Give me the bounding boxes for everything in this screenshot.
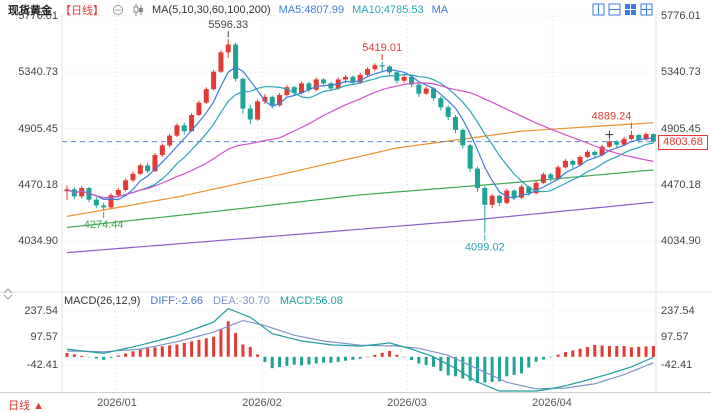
macd-dea-value: DEA:-30.70 (213, 295, 270, 307)
price-axis-label: 4905.45 (661, 123, 701, 135)
chart-header: 现货黄金 【日线】 MA(5,10,30,60,100,200) MA5:480… (8, 2, 448, 18)
price-axis-label: 4034.90 (18, 235, 58, 247)
layout-toolbar (592, 3, 653, 16)
price-axis-label: 5776.01 (18, 10, 58, 22)
svg-text:4099.02: 4099.02 (465, 242, 505, 254)
price-axis-label: 4470.18 (661, 179, 701, 191)
macd-axis-label: 97.57 (661, 331, 689, 343)
price-axis-label: 5340.73 (18, 66, 58, 78)
price-axis-label: 4905.45 (18, 123, 58, 135)
symbol-title: 现货黄金 (8, 5, 52, 17)
date-axis-label: 2026/01 (97, 397, 137, 409)
macd-header: MACD(26,12,9) DIFF:-2.66 DEA:-30.70 MACD… (64, 295, 343, 307)
ma-more-label: MA (431, 4, 449, 16)
period-label: 【日线】 (60, 5, 104, 17)
macd-params-label[interactable]: MACD(26,12,9) (64, 295, 141, 307)
macd-axis-label: -42.41 (26, 359, 58, 371)
price-axis-label: 5776.01 (661, 10, 701, 22)
macd-axis-label: 237.54 (661, 305, 695, 317)
last-price-tag: 4803.68 (658, 134, 708, 150)
macd-diff-value: DIFF:-2.66 (150, 295, 203, 307)
ma-settings-label[interactable]: MA(5,10,30,60,100,200) (152, 4, 271, 16)
layout-grid-icon[interactable] (640, 3, 653, 16)
layout-grid-active-icon[interactable] (624, 3, 637, 16)
date-axis-label: 2026/03 (387, 397, 427, 409)
price-axis-label: 4034.90 (661, 235, 701, 247)
price-axis-label: 5340.73 (661, 66, 701, 78)
macd-value: MACD:56.08 (279, 295, 343, 307)
ma10-value-label: MA10:4785.53 (352, 4, 424, 16)
svg-text:4889.24: 4889.24 (592, 111, 632, 123)
bottom-bar: 日线 ▲ 2026/01 2026/02 2026/03 2026/04 (0, 392, 711, 413)
layout-columns-icon[interactable] (592, 3, 605, 16)
panel-resize-handle-icon[interactable] (2, 288, 14, 303)
price-axis-label: 4470.18 (18, 179, 58, 191)
svg-text:5596.33: 5596.33 (208, 19, 248, 31)
tab-up-triangle-icon: ▲ (33, 400, 44, 412)
date-axis-label: 2026/04 (532, 397, 572, 409)
svg-text:4274.44: 4274.44 (84, 219, 124, 231)
date-axis-label: 2026/02 (242, 397, 282, 409)
macd-axis-label: 237.54 (24, 305, 58, 317)
period-options-icon[interactable] (112, 4, 124, 16)
period-tab-daily[interactable]: 日线 ▲ (8, 400, 44, 412)
svg-text:5419.01: 5419.01 (362, 42, 402, 54)
macd-axis-label: -42.41 (661, 359, 693, 371)
candlestick-chart-type-icon[interactable] (132, 4, 144, 16)
ma5-value-label: MA5:4807.99 (278, 4, 345, 16)
layout-rows-icon[interactable] (608, 3, 621, 16)
macd-axis-label: 97.57 (30, 331, 58, 343)
